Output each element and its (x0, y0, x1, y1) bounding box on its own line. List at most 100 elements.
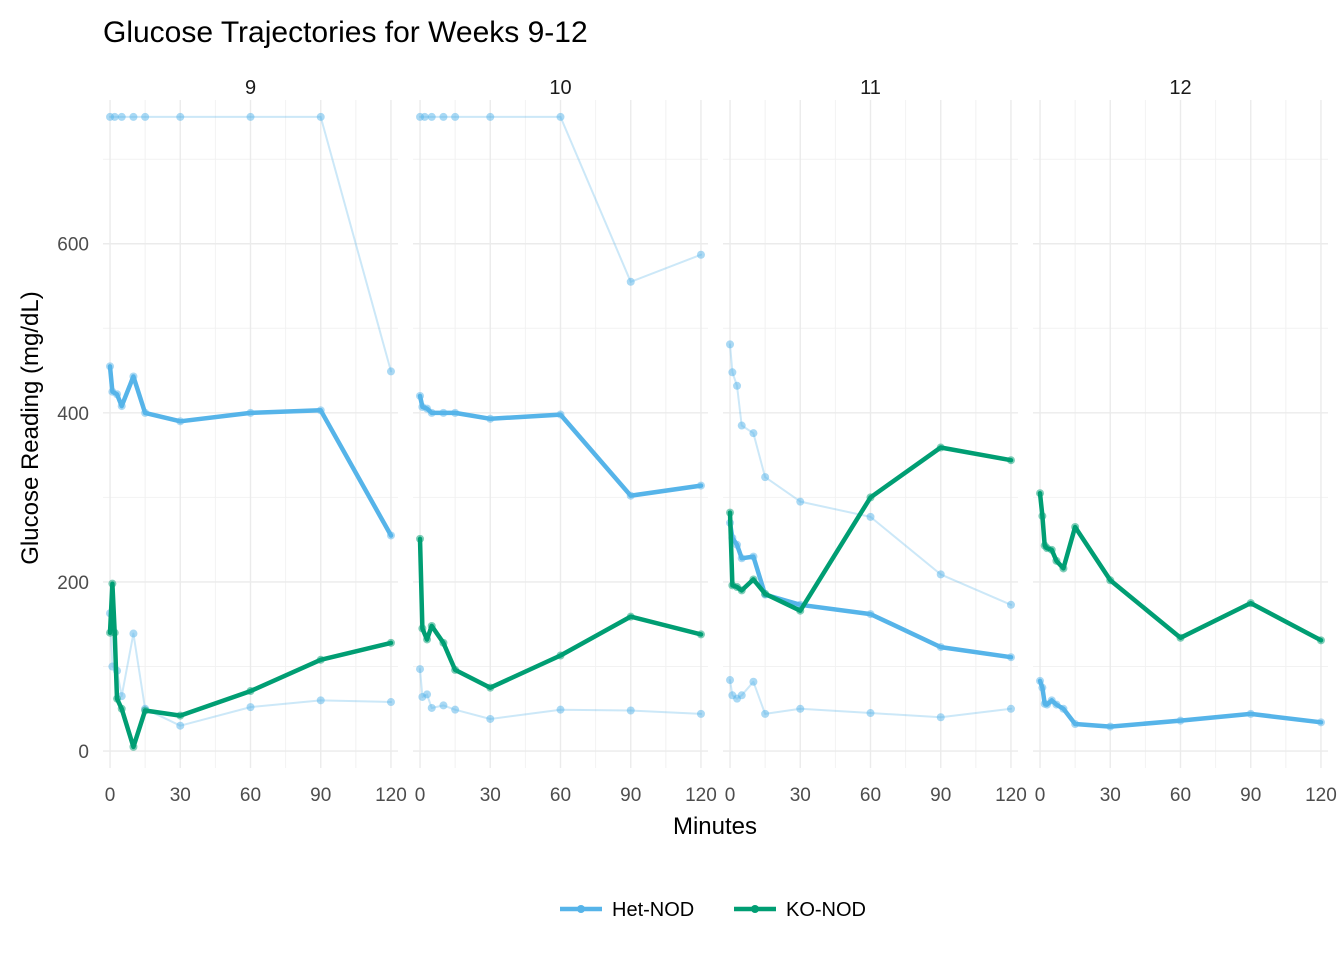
mean-line-het-nod (727, 520, 1014, 660)
data-point-het-nod (556, 112, 565, 121)
x-tick-label: 0 (105, 785, 116, 806)
data-point-het-nod (626, 277, 635, 286)
data-point-ko-nod (246, 687, 255, 696)
data-point-het-nod (728, 368, 737, 377)
data-point-ko-nod (486, 683, 495, 692)
data-point-het-nod (486, 714, 495, 723)
data-point-het-nod (423, 690, 432, 699)
data-point-ko-nod (936, 443, 945, 452)
facet-label: 12 (1169, 77, 1191, 99)
data-point-ko-nod (129, 742, 138, 751)
data-point-het-nod (117, 402, 126, 411)
data-point-het-nod (106, 362, 115, 371)
data-point-het-nod (113, 390, 122, 399)
mean-line-ko-nod (1037, 490, 1324, 643)
data-point-het-nod (1038, 683, 1047, 692)
data-point-het-nod (1006, 600, 1015, 609)
data-point-het-nod (936, 643, 945, 652)
data-point-ko-nod (1006, 456, 1015, 465)
y-tick-label: 200 (57, 573, 89, 594)
data-point-ko-nod (110, 628, 119, 637)
data-point-het-nod (696, 250, 705, 259)
x-tick-label: 60 (240, 785, 261, 806)
data-point-het-nod (1052, 700, 1061, 709)
data-point-ko-nod (1036, 489, 1045, 498)
data-point-het-nod (439, 701, 448, 710)
legend: Het-NOD KO-NOD (560, 899, 866, 921)
data-point-ko-nod (176, 711, 185, 720)
data-point-het-nod (486, 414, 495, 423)
data-point-het-nod (316, 112, 325, 121)
data-point-het-nod (1176, 716, 1185, 725)
data-point-het-nod (1006, 653, 1015, 662)
data-point-het-nod (556, 705, 565, 714)
legend-key-point (751, 905, 759, 913)
data-point-het-nod (110, 112, 119, 121)
data-point-het-nod (486, 112, 495, 121)
legend-label: KO-NOD (786, 899, 866, 921)
data-point-het-nod (796, 497, 805, 506)
data-point-ko-nod (423, 635, 432, 644)
data-point-het-nod (129, 372, 138, 381)
legend-label: Het-NOD (612, 899, 694, 921)
x-tick-label: 0 (415, 785, 426, 806)
data-point-ko-nod (416, 534, 425, 543)
facet-label: 10 (549, 77, 571, 99)
data-point-het-nod (416, 391, 425, 400)
x-tick-label: 60 (1170, 785, 1191, 806)
data-point-het-nod (556, 410, 565, 419)
y-tick-label: 0 (78, 742, 89, 763)
data-point-het-nod (246, 112, 255, 121)
data-point-ko-nod (113, 694, 122, 703)
data-point-ko-nod (761, 589, 770, 598)
data-point-het-nod (316, 406, 325, 415)
data-point-ko-nod (316, 655, 325, 664)
data-point-ko-nod (1052, 556, 1061, 565)
data-point-ko-nod (737, 586, 746, 595)
data-point-ko-nod (626, 612, 635, 621)
data-point-het-nod (737, 691, 746, 700)
x-tick-label: 90 (1240, 785, 1261, 806)
data-point-het-nod (246, 703, 255, 712)
data-point-het-nod (451, 112, 460, 121)
facet-label: 11 (860, 77, 881, 99)
data-point-ko-nod (451, 665, 460, 674)
x-tick-label: 120 (685, 785, 717, 806)
data-point-ko-nod (117, 704, 126, 713)
data-point-ko-nod (427, 621, 436, 630)
data-point-ko-nod (866, 493, 875, 502)
data-point-het-nod (936, 570, 945, 579)
data-point-het-nod (386, 698, 395, 707)
panel-week-11: 11 0 30 60 90 120 (723, 77, 1027, 806)
x-tick-label: 120 (1305, 785, 1337, 806)
data-point-het-nod (451, 408, 460, 417)
data-point-het-nod (737, 554, 746, 563)
legend-key-point (577, 905, 585, 913)
facet-label: 9 (245, 77, 256, 99)
data-point-het-nod (761, 709, 770, 718)
data-point-het-nod (176, 417, 185, 426)
data-point-ko-nod (141, 706, 150, 715)
data-point-het-nod (427, 408, 436, 417)
data-point-het-nod (733, 540, 742, 549)
mean-line-ko-nod (417, 536, 704, 690)
data-point-het-nod (1316, 718, 1325, 727)
x-tick-label: 90 (310, 785, 331, 806)
data-point-het-nod (246, 408, 255, 417)
data-point-het-nod (420, 112, 429, 121)
data-point-het-nod (427, 112, 436, 121)
data-point-het-nod (866, 709, 875, 718)
x-tick-label: 0 (1035, 785, 1046, 806)
y-tick-label: 600 (57, 235, 89, 256)
x-axis-title: Minutes (673, 813, 757, 840)
y-axis-title: Glucose Reading (mg/dL) (17, 291, 44, 564)
x-tick-label: 90 (620, 785, 641, 806)
data-point-het-nod (176, 721, 185, 730)
data-point-het-nod (386, 367, 395, 376)
data-point-het-nod (626, 491, 635, 500)
data-point-het-nod (1006, 704, 1015, 713)
data-point-het-nod (866, 610, 875, 619)
x-tick-label: 30 (170, 785, 191, 806)
data-point-het-nod (1246, 709, 1255, 718)
